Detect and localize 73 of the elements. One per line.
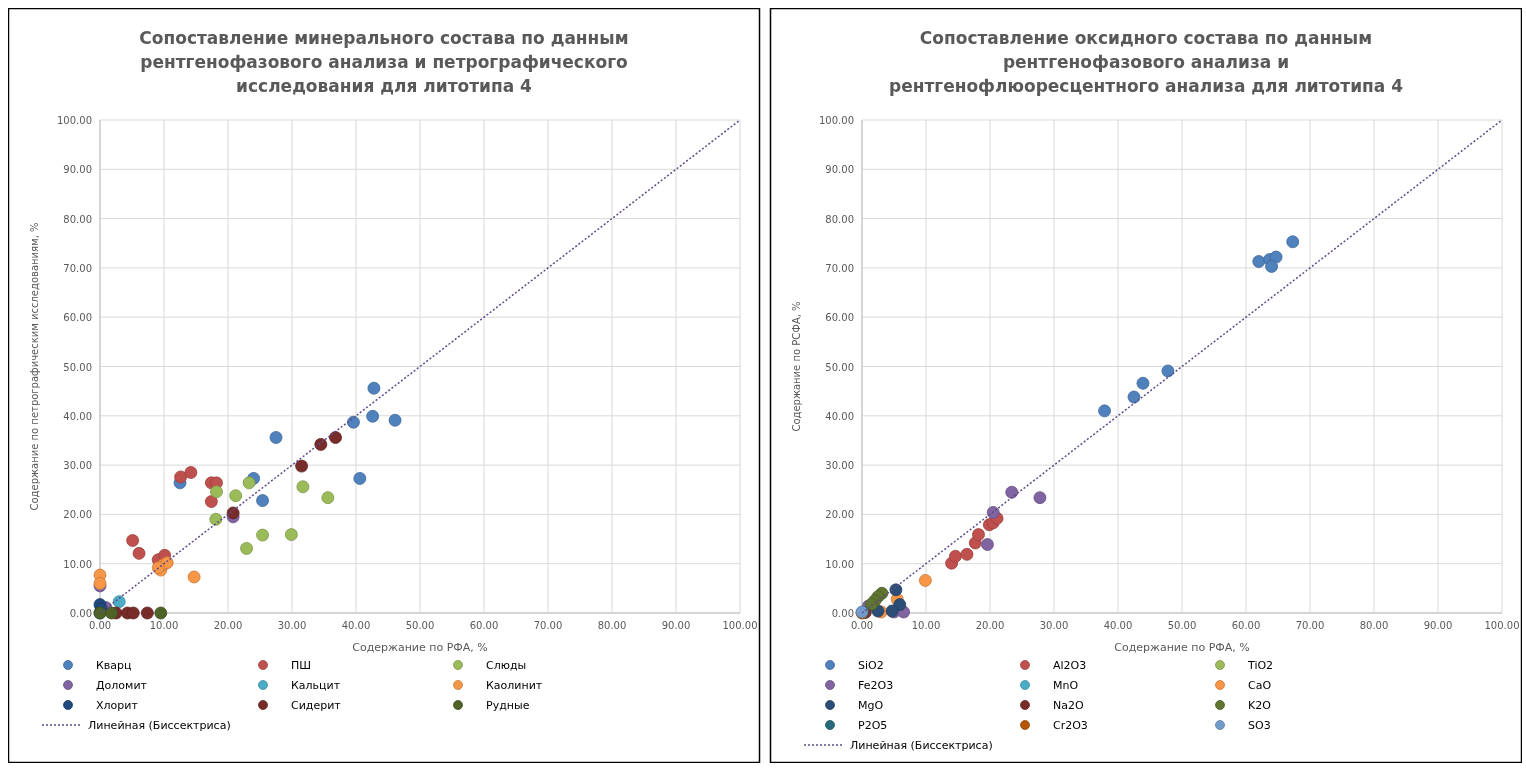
x-axis-title: Содержание по РФА, % — [352, 641, 488, 654]
legend-label: ПШ — [291, 659, 312, 672]
y-axis-title: Содержание по петрографическим исследованиям, % — [29, 222, 40, 511]
legend-label: SO3 — [1248, 719, 1271, 732]
y-tick-label: 90.00 — [63, 164, 92, 176]
y-tick-label: 10.00 — [825, 558, 854, 570]
legend-label: Хлорит — [96, 699, 139, 712]
x-tick-label: 40.00 — [1103, 620, 1133, 631]
chart-title: Сопоставление минерального состава по данным рентгенофазового анализа и петрографического исследования для литотипа 4 — [139, 28, 629, 96]
legend-label: Al2O3 — [1053, 659, 1087, 672]
legend-label: Доломит — [96, 679, 148, 692]
legend-label: P2O5 — [858, 719, 888, 732]
x-tick-label: 0.00 — [850, 620, 874, 631]
y-tick-label: 80.00 — [63, 213, 92, 225]
y-tick-label: 20.00 — [63, 509, 92, 521]
y-tick-label: 0.00 — [831, 608, 854, 619]
y-tick-label: 30.00 — [63, 460, 92, 472]
y-tick-label: 70.00 — [63, 262, 92, 274]
y-tick-label: 50.00 — [63, 361, 92, 373]
legend-label: Сидерит — [291, 699, 342, 712]
x-tick-label: 80.00 — [1359, 620, 1389, 631]
legend-label: SiO2 — [858, 659, 884, 672]
x-tick-label: 100.00 — [722, 620, 758, 631]
legend-label: Na2O — [1053, 699, 1084, 712]
y-tick-label: 40.00 — [825, 410, 854, 422]
x-axis-title: Содержание по РФА, % — [1114, 641, 1250, 654]
legend-label: Fe2O3 — [858, 679, 894, 692]
legend-label: Линейная (Биссектриса) — [88, 719, 231, 732]
legend-label: CaO — [1248, 679, 1272, 692]
x-tick-label: 90.00 — [1423, 620, 1453, 631]
x-tick-label: 80.00 — [597, 620, 627, 631]
legend-label: TiO2 — [1247, 659, 1274, 672]
chart-title: Сопоставление оксидного состава по данным рентгенофазового анализа и рентгенофлюоресцентного анализа для литотипа 4 — [888, 28, 1404, 96]
legend-label: K2O — [1248, 699, 1272, 712]
legend-label: MnO — [1053, 679, 1079, 692]
x-tick-label: 10.00 — [149, 620, 179, 631]
x-tick-label: 70.00 — [1295, 620, 1325, 631]
y-tick-label: 70.00 — [825, 262, 854, 274]
y-tick-label: 30.00 — [825, 460, 854, 472]
x-tick-label: 60.00 — [1231, 620, 1261, 631]
x-tick-label: 30.00 — [277, 620, 307, 631]
y-tick-label: 90.00 — [825, 164, 854, 176]
x-tick-label: 70.00 — [533, 620, 563, 631]
y-tick-label: 10.00 — [63, 558, 92, 570]
legend-label: Cr2O3 — [1053, 719, 1088, 732]
x-tick-label: 50.00 — [405, 620, 435, 631]
y-tick-label: 80.00 — [825, 213, 854, 225]
legend-label: Линейная (Биссектриса) — [850, 739, 993, 752]
legend-label: MgO — [858, 699, 884, 712]
y-tick-label: 60.00 — [63, 312, 92, 324]
legend-label: Кальцит — [291, 679, 341, 692]
y-tick-label: 0.00 — [69, 608, 92, 619]
legend-label: Рудные — [486, 699, 530, 712]
x-tick-label: 90.00 — [661, 620, 691, 631]
x-tick-label: 60.00 — [469, 620, 499, 631]
x-tick-label: 100.00 — [1484, 620, 1520, 631]
y-axis-title: Содержание по РСФА, % — [791, 301, 802, 432]
y-tick-label: 60.00 — [825, 312, 854, 324]
x-tick-label: 0.00 — [88, 620, 112, 631]
legend-label: Кварц — [96, 659, 132, 672]
x-tick-label: 10.00 — [911, 620, 941, 631]
legend-label: Каолинит — [486, 679, 543, 692]
x-tick-label: 40.00 — [341, 620, 371, 631]
x-tick-label: 50.00 — [1167, 620, 1197, 631]
y-tick-label: 50.00 — [825, 361, 854, 373]
y-tick-label: 100.00 — [57, 115, 92, 126]
y-tick-label: 40.00 — [63, 410, 92, 422]
y-tick-label: 100.00 — [819, 115, 854, 126]
x-tick-label: 20.00 — [213, 620, 243, 631]
legend-label: Слюды — [486, 659, 527, 672]
x-tick-label: 20.00 — [975, 620, 1005, 631]
y-tick-label: 20.00 — [825, 509, 854, 521]
x-tick-label: 30.00 — [1039, 620, 1069, 631]
